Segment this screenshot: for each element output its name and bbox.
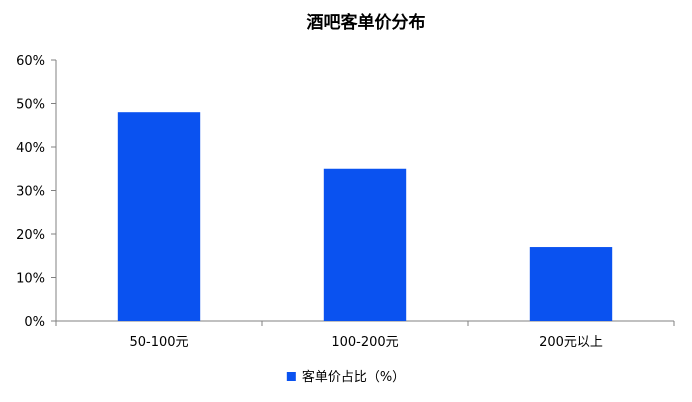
- y-tick-label: 60%: [16, 54, 45, 69]
- y-axis: 0% 10% 20% 30% 40% 50% 60%: [16, 54, 57, 330]
- y-tick-label: 10%: [16, 272, 45, 287]
- bar: [529, 247, 613, 321]
- legend-label: 客单价占比（%）: [302, 369, 405, 385]
- legend-swatch: [286, 372, 296, 381]
- x-category-label: 200元以上: [539, 335, 603, 350]
- y-tick-label: 20%: [16, 228, 45, 243]
- y-tick-label: 50%: [16, 98, 45, 113]
- y-tick-label: 30%: [16, 185, 45, 200]
- legend: 客单价占比（%）: [286, 369, 405, 385]
- y-tick-label: 0%: [24, 315, 45, 330]
- bar: [323, 168, 407, 321]
- chart-title: 酒吧客单价分布: [307, 12, 426, 33]
- bars: [117, 112, 613, 321]
- x-category-label: 50-100元: [129, 335, 188, 350]
- y-tick-label: 40%: [16, 141, 45, 156]
- bar: [117, 112, 201, 321]
- x-axis: 50-100元 100-200元 200元以上: [55, 320, 675, 350]
- x-category-label: 100-200元: [331, 335, 398, 350]
